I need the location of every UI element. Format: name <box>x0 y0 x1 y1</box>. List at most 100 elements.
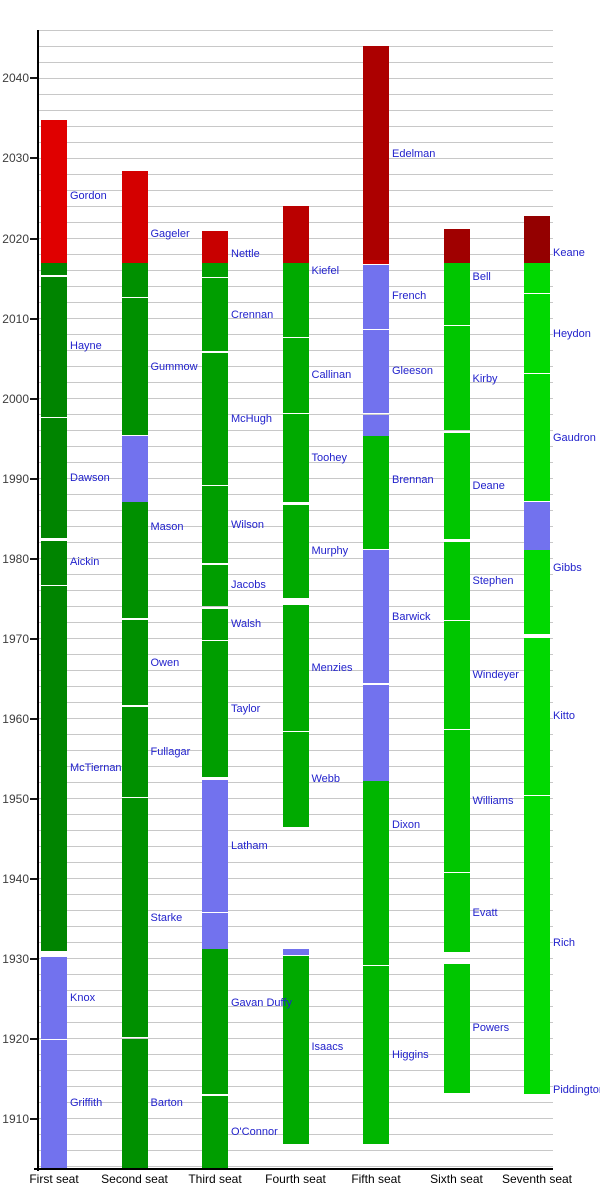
justice-label-gleeson: Gleeson <box>392 364 433 377</box>
bar-segment-toohey <box>282 414 309 503</box>
bar-segment-o-connor <box>202 1095 228 1169</box>
seat-label-2: Second seat <box>101 1172 168 1186</box>
justice-label-gummow: Gummow <box>150 360 198 373</box>
grid-line <box>38 910 553 912</box>
justice-label-menzies: Menzies <box>311 662 353 675</box>
justice-label-windeyer: Windeyer <box>472 669 519 682</box>
justice-label-powers: Powers <box>472 1022 510 1035</box>
justice-label-gibbs: Gibbs <box>553 562 582 575</box>
bar-segment-crennan <box>202 278 228 352</box>
bar-segment-gageler <box>121 263 148 297</box>
bar-segment-gleeson <box>363 330 389 413</box>
bar-segment-bell <box>443 263 470 325</box>
justice-label-toohey: Toohey <box>311 451 347 464</box>
y-tick-label: 2020 <box>2 231 29 246</box>
grid-line <box>38 926 553 928</box>
seat-label-3: Third seat <box>188 1172 242 1186</box>
bar-segment-walsh <box>202 608 228 640</box>
bar-segment-french <box>363 264 389 329</box>
bar-segment-brennan <box>363 414 389 437</box>
bar-segment-williams <box>443 730 470 873</box>
justice-label-mason: Mason <box>150 521 184 534</box>
grid-line <box>38 173 553 175</box>
justice-label-french: French <box>392 290 427 303</box>
justice-label-barton: Barton <box>150 1097 183 1110</box>
grid-line <box>38 45 553 47</box>
bar-segment-gordon <box>41 263 67 275</box>
bar-segment-kirby <box>443 326 470 431</box>
y-tick <box>30 1037 37 1040</box>
y-tick-label: 1940 <box>2 871 29 886</box>
bar-segment-wilson <box>202 486 228 564</box>
justice-label-dawson: Dawson <box>70 471 110 484</box>
bar-segment-barton <box>121 1038 148 1169</box>
bar-segment-gavan-duffy <box>202 948 228 1095</box>
bar-segment-edelman <box>363 46 389 261</box>
y-tick-label: 2030 <box>2 151 29 166</box>
bar-segment-gibbs <box>524 502 550 551</box>
justice-label-deane: Deane <box>472 479 505 492</box>
justice-label-isaacs: Isaacs <box>311 1040 344 1053</box>
y-tick <box>30 477 37 480</box>
justice-label-gageler: Gageler <box>150 227 190 240</box>
grid-line <box>38 830 553 832</box>
justice-label-mctiernan: McTiernan <box>70 762 122 775</box>
y-tick <box>30 1117 37 1120</box>
grid-line <box>38 109 553 111</box>
y-tick-label: 1910 <box>2 1111 29 1126</box>
bar-segment-starke <box>121 798 148 1038</box>
justice-label-brennan: Brennan <box>392 474 434 487</box>
bar-segment-murphy <box>282 504 309 598</box>
y-tick-label: 1920 <box>2 1031 29 1046</box>
justice-label-gaudron: Gaudron <box>553 431 596 444</box>
seat-label-4: Fourth seat <box>265 1172 326 1186</box>
justice-label-callinan: Callinan <box>311 369 352 382</box>
y-tick-label: 1930 <box>2 951 29 966</box>
bar-segment-mchugh <box>202 352 228 485</box>
grid-line <box>38 862 553 864</box>
y-tick <box>30 717 37 720</box>
y-tick-label: 2000 <box>2 391 29 406</box>
grid-line <box>38 61 553 63</box>
bar-segment-jacobs <box>202 564 228 606</box>
y-tick-label: 1960 <box>2 711 29 726</box>
bar-segment-taylor <box>202 641 228 778</box>
justice-label-walsh: Walsh <box>231 618 262 631</box>
bar-segment-brennan <box>363 436 389 549</box>
grid-line <box>38 29 553 31</box>
justice-label-o-connor: O'Connor <box>231 1126 278 1139</box>
justice-label-williams: Williams <box>472 794 514 807</box>
bar-segment-edelman <box>363 260 389 264</box>
justice-label-hayne: Hayne <box>70 339 102 352</box>
grid-line <box>38 942 553 944</box>
y-tick <box>30 957 37 960</box>
justice-label-aickin: Aickin <box>70 555 100 568</box>
justice-label-kirby: Kirby <box>472 372 498 385</box>
justice-label-murphy: Murphy <box>311 545 349 558</box>
justice-label-jacobs: Jacobs <box>231 578 266 591</box>
justice-label-webb: Webb <box>311 773 341 786</box>
justice-label-gordon: Gordon <box>70 190 107 203</box>
y-tick-label: 2010 <box>2 311 29 326</box>
justice-label-crennan: Crennan <box>231 308 274 321</box>
bar-segment-webb <box>282 732 309 828</box>
bar-segment-owen <box>121 619 148 706</box>
grid-line <box>38 878 553 880</box>
justice-label-nettle: Nettle <box>231 247 260 260</box>
bar-segment-keane <box>524 216 550 264</box>
y-tick <box>30 317 37 320</box>
y-tick <box>30 557 37 560</box>
y-tick <box>30 77 37 80</box>
y-tick <box>30 797 37 800</box>
bar-segment-hayne <box>41 276 67 417</box>
justice-label-rich: Rich <box>553 937 576 950</box>
bar-segment-isaacs <box>282 956 309 1145</box>
bar-segment-menzies <box>282 605 309 731</box>
grid-line <box>38 125 553 127</box>
justice-label-taylor: Taylor <box>231 702 261 715</box>
bar-segment-nettle <box>202 263 228 277</box>
bar-segment-callinan <box>282 337 309 413</box>
bar-segment-dixon <box>363 780 389 965</box>
justice-label-heydon: Heydon <box>553 327 591 340</box>
